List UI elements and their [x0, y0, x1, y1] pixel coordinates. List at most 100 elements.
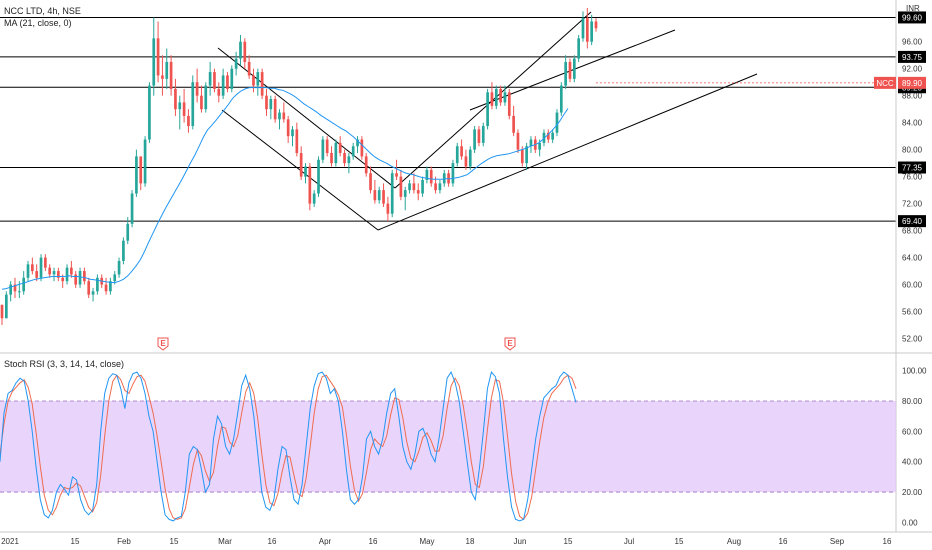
stoch-rsi-pane[interactable]: [0, 371, 896, 522]
time-tick-label: 16: [779, 537, 788, 546]
candle-body: [429, 169, 433, 184]
candle-body: [499, 88, 502, 103]
price-tick-label: 92.00: [902, 65, 923, 74]
time-tick-label: 15: [170, 537, 179, 546]
candle-body: [403, 190, 407, 197]
candle-body: [551, 132, 554, 140]
level-tag-box: [898, 11, 926, 24]
rsi-tick-label: 80.00: [902, 397, 923, 406]
ma-legend: MA (21, close, 0): [4, 18, 72, 28]
candle-body: [585, 18, 589, 42]
candle-body: [425, 169, 429, 180]
candle-body: [230, 68, 234, 89]
candle-body: [416, 190, 420, 194]
candle-body: [486, 92, 489, 127]
stoch-rsi-d-line: [0, 374, 577, 521]
candle-body: [61, 277, 65, 282]
candle-body: [356, 139, 359, 147]
candle-body: [247, 61, 251, 76]
level-tag-label: 99.60: [902, 13, 923, 22]
last-price-box: [898, 76, 926, 89]
candle-body: [213, 72, 216, 89]
candle-body: [295, 129, 299, 154]
candle-body: [113, 274, 117, 282]
candle-body: [347, 156, 351, 164]
price-tick-label: 88.00: [902, 92, 923, 101]
candle-body: [581, 18, 585, 39]
price-axis[interactable]: 52.00 56.00 60.00 64.00 68.00 72.00 76.00 80.00…: [902, 38, 923, 344]
candle-body: [455, 146, 459, 164]
candle-body: [143, 139, 147, 184]
candle-body: [343, 153, 346, 164]
candle-body: [408, 183, 411, 191]
candle-body: [529, 139, 533, 147]
rsi-tick-label: 20.00: [902, 488, 923, 497]
candle-body: [438, 183, 442, 191]
time-tick-label: Jul: [624, 537, 634, 546]
candle-body: [451, 163, 455, 184]
candle-body: [334, 142, 338, 164]
candle-body: [83, 271, 86, 282]
candle-body: [477, 129, 481, 143]
trendline-rising-support[interactable]: [377, 73, 758, 231]
candle-body: [377, 190, 381, 201]
candle-body: [260, 72, 264, 96]
candle-body: [191, 82, 195, 127]
candle-body: [442, 173, 446, 184]
time-tick-label: 15: [564, 537, 573, 546]
candle-body: [44, 257, 47, 268]
candle-body: [104, 284, 108, 292]
candle-body: [265, 95, 268, 110]
candle-body: [330, 153, 333, 164]
candle-body: [360, 139, 364, 157]
candle-body: [520, 149, 524, 164]
candle-body: [594, 21, 598, 29]
candle-body: [490, 92, 494, 106]
candle-body: [226, 75, 229, 89]
candle-body: [568, 61, 572, 79]
time-tick-label: Mar: [218, 537, 232, 546]
time-tick-label: Jun: [514, 537, 527, 546]
candle-body: [338, 142, 342, 154]
candle-body: [74, 274, 78, 285]
level-tag-label: 69.40: [902, 217, 923, 226]
symbol-legend: NCC LTD, 4h, NSE: [4, 6, 81, 16]
candle-body: [481, 126, 485, 143]
time-tick-label: Aug: [727, 537, 741, 546]
candle-body: [13, 284, 17, 292]
candle-body: [217, 88, 221, 96]
candle-body: [165, 61, 169, 79]
candle-body: [434, 183, 437, 191]
price-tick-label: 68.00: [902, 227, 923, 236]
candle-body: [473, 129, 476, 150]
candle-body: [252, 75, 255, 86]
level-tag-box: [898, 50, 926, 63]
time-tick-label: 2021: [1, 537, 19, 546]
candle-body: [234, 58, 238, 69]
earnings-flag[interactable]: [157, 337, 169, 351]
candle-body: [182, 102, 186, 116]
candle-body: [35, 271, 39, 278]
price-tick-label: 72.00: [902, 200, 923, 209]
stoch-rsi-axis[interactable]: 0.00 20.00 40.00 60.00 80.00 100.00: [902, 367, 927, 528]
rsi-tick-label: 40.00: [902, 458, 923, 467]
time-axis[interactable]: 2021 15 Feb 15 Mar 16 Apr 16 May 18 Jun 15 Jul 15 Aug 1…: [1, 537, 892, 546]
candle-body: [221, 75, 225, 96]
candle-body: [96, 277, 99, 292]
candle-body: [364, 156, 368, 174]
candle-body: [512, 115, 515, 133]
earnings-flag[interactable]: [504, 337, 516, 351]
rsi-tick-label: 60.00: [902, 427, 923, 436]
candle-body: [269, 99, 273, 110]
candle-body: [507, 92, 511, 116]
candle-body: [286, 119, 290, 137]
rsi-tick-label: 0.00: [902, 518, 918, 527]
candle-body: [52, 271, 56, 275]
candle-body: [126, 223, 130, 241]
candle-body: [321, 139, 325, 160]
candle-body: [317, 159, 320, 194]
candle-body: [555, 112, 559, 133]
